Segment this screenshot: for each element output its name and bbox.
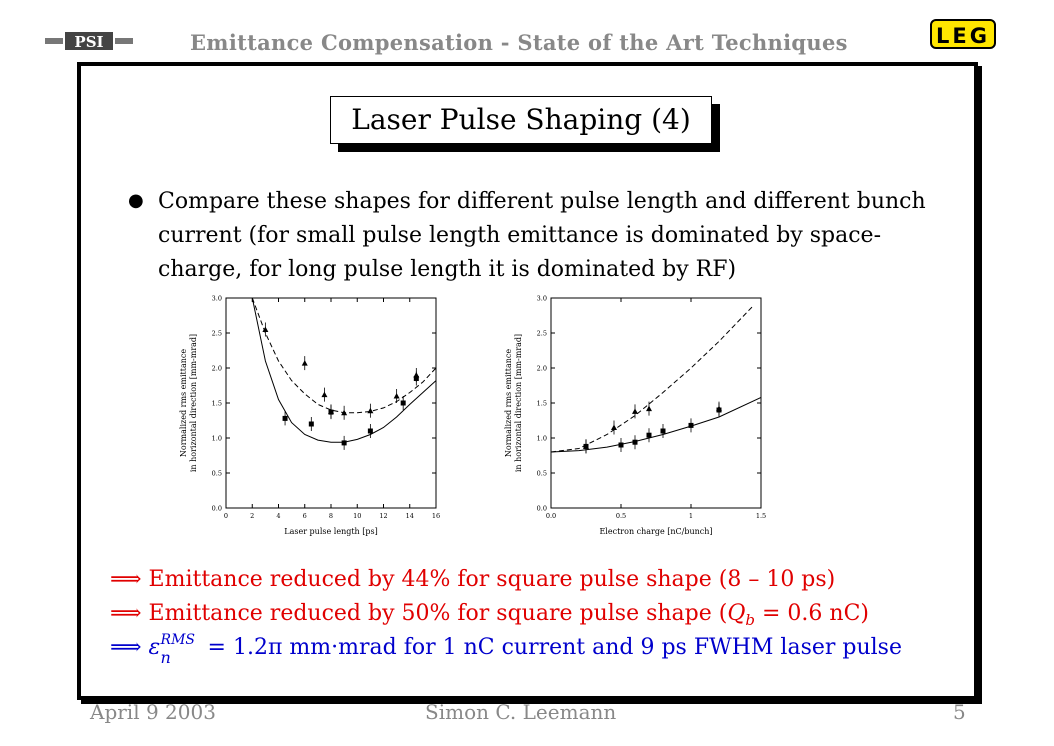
y-axis-label-2: in horizontal direction [mm-mrad] bbox=[514, 334, 523, 472]
y-tick-label: 2.5 bbox=[212, 330, 222, 338]
charge-symbol: Q bbox=[727, 601, 746, 626]
data-point-square bbox=[660, 428, 666, 434]
x-tick-label: 8 bbox=[329, 512, 333, 520]
y-tick-label: 2.0 bbox=[537, 365, 547, 373]
chart-electron-charge: 0.0 0.5 1.0 1.5 2.0 2.5 3.0 0.0 0.5 1 1.5 Electron … bbox=[504, 295, 766, 537]
x-tick-label: 1.5 bbox=[756, 512, 766, 520]
y-tick-label: 1.0 bbox=[537, 435, 547, 443]
data-point-triangle bbox=[632, 408, 638, 414]
data-point-square bbox=[618, 442, 624, 448]
epsilon-subscript: n bbox=[160, 648, 171, 667]
data-point-square bbox=[646, 432, 652, 438]
x-axis-label: Electron charge [nC/bunch] bbox=[599, 527, 712, 536]
result-line-2: ⟹ Emittance reduced by 50% for square pu… bbox=[110, 600, 869, 634]
data-point-square bbox=[413, 376, 419, 381]
y-tick-label: 0.0 bbox=[212, 505, 222, 513]
result-line-1: ⟹ Emittance reduced by 44% for square pu… bbox=[110, 566, 835, 594]
x-tick-label: 0.5 bbox=[616, 512, 626, 520]
y-tick-label: 1.5 bbox=[212, 400, 222, 408]
data-point-square bbox=[367, 428, 373, 434]
fit-curve-solid bbox=[251, 298, 436, 443]
y-axis-label-1: Normalized rms emittance bbox=[179, 349, 188, 457]
y-tick-label: 1.5 bbox=[537, 400, 547, 408]
y-tick-label: 2.5 bbox=[537, 330, 547, 338]
data-point-square bbox=[583, 443, 589, 449]
y-tick-label: 0.5 bbox=[212, 470, 222, 478]
data-point-square bbox=[328, 409, 334, 415]
epsilon-char: ε bbox=[148, 635, 161, 660]
x-tick-label: 6 bbox=[303, 512, 307, 520]
plot-frame bbox=[550, 297, 762, 509]
epsilon-symbol: ε RMS n bbox=[148, 632, 195, 667]
data-point-triangle bbox=[393, 393, 400, 399]
data-point-triangle bbox=[262, 326, 269, 332]
y-axis-label-1: Normalized rms emittance bbox=[504, 349, 513, 457]
data-point-triangle bbox=[321, 391, 328, 398]
bullet-text: Compare these shapes for different pulse… bbox=[158, 189, 926, 282]
fit-curve-dashed bbox=[251, 298, 436, 414]
result-line-3: ⟹ ε RMS n = 1.2π mm·mrad for 1 nC curren… bbox=[110, 632, 902, 667]
data-point-square bbox=[688, 422, 694, 428]
result-text-2a: Emittance reduced by 50% for square puls… bbox=[148, 601, 728, 626]
result-text-1: Emittance reduced by 44% for square puls… bbox=[148, 567, 836, 592]
x-tick-label: 4 bbox=[276, 512, 280, 520]
footer-page: 5 bbox=[953, 700, 966, 724]
implies-arrow-icon: ⟹ bbox=[110, 567, 142, 592]
slide-frame bbox=[77, 62, 978, 700]
x-tick-label: 1 bbox=[689, 512, 693, 520]
x-tick-label: 2 bbox=[250, 512, 254, 520]
implies-arrow-icon: ⟹ bbox=[110, 601, 142, 626]
x-tick-label: 14 bbox=[406, 512, 414, 520]
footer-author: Simon C. Leemann bbox=[425, 700, 617, 724]
y-axis-label-2: in horizontal direction [mm-mrad] bbox=[189, 334, 198, 472]
charge-subscript: b bbox=[745, 611, 755, 630]
result-text-2b: = 0.6 nC) bbox=[755, 601, 869, 626]
data-point-square bbox=[282, 415, 288, 421]
footer-date: April 9 2003 bbox=[90, 700, 216, 724]
x-tick-label: 0 bbox=[224, 512, 228, 520]
psi-logo: PSI bbox=[45, 32, 133, 51]
y-tick-label: 3.0 bbox=[212, 295, 222, 303]
data-point-square bbox=[716, 407, 722, 413]
data-point-triangle bbox=[611, 424, 617, 430]
fit-curve-solid bbox=[551, 396, 761, 453]
data-point-square bbox=[341, 440, 347, 446]
data-point-triangle bbox=[341, 409, 348, 416]
fit-curve-dashed bbox=[551, 304, 755, 453]
x-tick-label: 16 bbox=[432, 512, 440, 520]
data-point-triangle bbox=[367, 407, 374, 414]
y-tick-label: 3.0 bbox=[537, 295, 547, 303]
implies-arrow-icon: ⟹ bbox=[110, 635, 142, 660]
epsilon-superscript: RMS bbox=[160, 632, 196, 648]
leg-logo: LEG bbox=[930, 19, 996, 49]
data-point-square bbox=[400, 400, 406, 406]
data-point-square bbox=[632, 439, 638, 445]
slide-title: Laser Pulse Shaping (4) bbox=[330, 96, 712, 144]
x-axis-label: Laser pulse length [ps] bbox=[284, 527, 377, 536]
header-title: Emittance Compensation - State of the Ar… bbox=[190, 30, 848, 55]
chart-pulse-length: 0.0 0.5 1.0 1.5 2.0 2.5 3.0 0 2 4 6 8 10 12 14 16 Laser … bbox=[179, 295, 440, 537]
data-point-square bbox=[308, 421, 314, 427]
x-tick-label: 0.0 bbox=[546, 512, 556, 520]
result-text-3: = 1.2π mm·mrad for 1 nC current and 9 ps… bbox=[200, 635, 902, 660]
y-tick-label: 2.0 bbox=[212, 365, 222, 373]
y-tick-label: 0.5 bbox=[537, 470, 547, 478]
x-tick-label: 10 bbox=[353, 512, 361, 520]
y-tick-label: 1.0 bbox=[212, 435, 222, 443]
data-point-triangle bbox=[646, 405, 652, 412]
data-point-triangle bbox=[301, 360, 308, 366]
x-tick-label: 12 bbox=[379, 512, 387, 520]
y-tick-label: 0.0 bbox=[537, 505, 547, 513]
svg-text:PSI: PSI bbox=[74, 33, 103, 51]
bullet-icon: ● bbox=[128, 190, 144, 211]
